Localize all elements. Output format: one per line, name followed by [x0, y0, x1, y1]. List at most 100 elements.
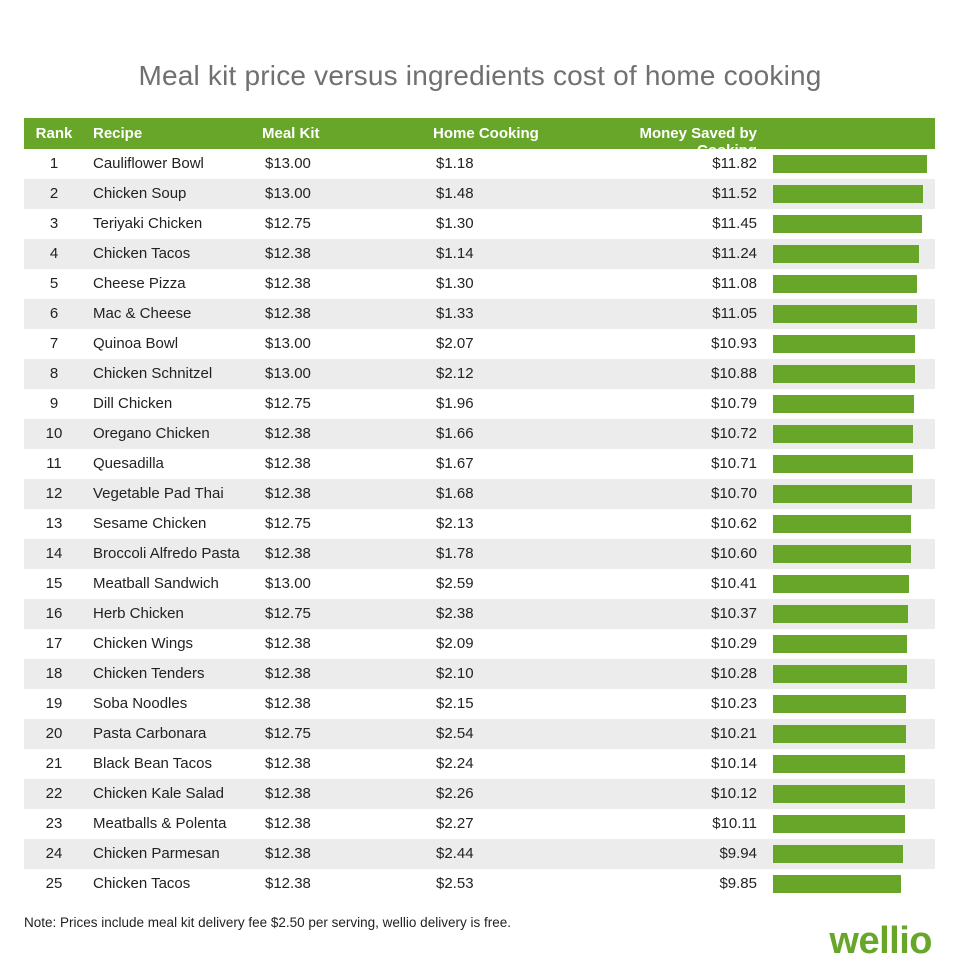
table-row: 2 Chicken Soup $13.00 $1.48 $11.52	[24, 179, 935, 209]
rank-cell: 20	[45, 725, 63, 742]
home-cooking-cell: $2.53	[436, 875, 474, 892]
money-saved-cell: $10.28	[711, 665, 757, 682]
money-saved-cell: $10.12	[711, 785, 757, 802]
home-cooking-cell: $1.33	[436, 305, 474, 322]
rank-cell: 10	[45, 425, 63, 442]
rank-cell: 24	[45, 845, 63, 862]
rank-cell: 11	[46, 455, 62, 472]
meal-kit-cell: $12.75	[265, 605, 311, 622]
table-row: 16 Herb Chicken $12.75 $2.38 $10.37	[24, 599, 935, 629]
table-row: 18 Chicken Tenders $12.38 $2.10 $10.28	[24, 659, 935, 689]
meal-kit-cell: $13.00	[265, 155, 311, 172]
savings-bar	[773, 245, 920, 263]
table-row: 17 Chicken Wings $12.38 $2.09 $10.29	[24, 629, 935, 659]
meal-kit-cell: $12.38	[265, 305, 311, 322]
rank-cell: 22	[45, 785, 63, 802]
rank-cell: 5	[49, 275, 59, 292]
rank-cell: 21	[45, 755, 63, 772]
header-rank: Rank	[35, 125, 73, 142]
money-saved-cell: $11.08	[712, 275, 757, 292]
meal-kit-cell: $12.75	[265, 215, 311, 232]
rank-cell: 7	[49, 335, 59, 352]
recipe-cell: Pasta Carbonara	[93, 725, 207, 742]
home-cooking-cell: $1.78	[436, 545, 474, 562]
table-body: 1 Cauliflower Bowl $13.00 $1.18 $11.82 2 Chick…	[24, 149, 935, 899]
savings-bar	[773, 635, 908, 653]
savings-bar	[773, 485, 913, 503]
recipe-cell: Teriyaki Chicken	[93, 215, 203, 232]
recipe-cell: Mac & Cheese	[93, 305, 192, 322]
savings-bar	[773, 155, 927, 173]
table-row: 14 Broccoli Alfredo Pasta $12.38 $1.78 $10.6…	[24, 539, 935, 569]
savings-bar	[773, 545, 912, 563]
money-saved-cell: $9.94	[719, 845, 757, 862]
savings-bar	[773, 305, 917, 323]
savings-bar	[773, 875, 902, 893]
rank-cell: 16	[45, 605, 63, 622]
home-cooking-cell: $2.24	[436, 755, 474, 772]
recipe-cell: Chicken Tenders	[93, 665, 205, 682]
table-row: 4 Chicken Tacos $12.38 $1.14 $11.24	[24, 239, 935, 269]
money-saved-cell: $10.14	[711, 755, 757, 772]
rank-cell: 6	[49, 305, 59, 322]
savings-bar	[773, 395, 914, 413]
money-saved-cell: $11.05	[712, 305, 757, 322]
money-saved-cell: $10.21	[711, 725, 757, 742]
meal-kit-cell: $12.75	[265, 515, 311, 532]
meal-kit-cell: $12.38	[265, 665, 311, 682]
recipe-cell: Meatball Sandwich	[93, 575, 219, 592]
rank-cell: 13	[45, 515, 63, 532]
table-row: 13 Sesame Chicken $12.75 $2.13 $10.62	[24, 509, 935, 539]
rank-cell: 8	[49, 365, 59, 382]
rank-cell: 17	[45, 635, 63, 652]
recipe-cell: Chicken Soup	[93, 185, 187, 202]
recipe-cell: Black Bean Tacos	[93, 755, 212, 772]
home-cooking-cell: $1.66	[436, 425, 474, 442]
table-row: 7 Quinoa Bowl $13.00 $2.07 $10.93	[24, 329, 935, 359]
home-cooking-cell: $2.07	[436, 335, 474, 352]
savings-bar	[773, 575, 909, 593]
savings-bar	[773, 215, 923, 233]
recipe-cell: Oregano Chicken	[93, 425, 210, 442]
recipe-cell: Vegetable Pad Thai	[93, 485, 224, 502]
table-row: 25 Chicken Tacos $12.38 $2.53 $9.85	[24, 869, 935, 899]
rank-cell: 25	[45, 875, 63, 892]
home-cooking-cell: $2.09	[436, 635, 474, 652]
header-meal-kit: Meal Kit	[262, 125, 320, 142]
recipe-cell: Meatballs & Polenta	[93, 815, 227, 832]
recipe-cell: Chicken Tacos	[93, 245, 191, 262]
recipe-cell: Chicken Wings	[93, 635, 194, 652]
table-header: Rank Recipe Meal Kit Home Cooking Money …	[24, 118, 935, 159]
home-cooking-cell: $2.54	[436, 725, 474, 742]
header-money-saved: Money Saved by Cooking	[639, 125, 757, 159]
home-cooking-cell: $1.96	[436, 395, 474, 412]
recipe-cell: Sesame Chicken	[93, 515, 207, 532]
home-cooking-cell: $2.59	[436, 575, 474, 592]
savings-bar	[773, 785, 905, 803]
money-saved-cell: $11.82	[712, 155, 757, 172]
money-saved-cell: $10.60	[711, 545, 757, 562]
home-cooking-cell: $1.68	[436, 485, 474, 502]
meal-kit-cell: $12.38	[265, 875, 311, 892]
savings-bar	[773, 365, 915, 383]
rank-cell: 18	[45, 665, 63, 682]
savings-bar	[773, 185, 924, 203]
home-cooking-cell: $1.18	[436, 155, 474, 172]
savings-bar	[773, 515, 912, 533]
meal-kit-cell: $12.38	[265, 455, 311, 472]
home-cooking-cell: $1.14	[436, 245, 474, 262]
money-saved-cell: $11.24	[712, 245, 757, 262]
meal-kit-cell: $12.38	[265, 635, 311, 652]
recipe-cell: Quesadilla	[93, 455, 164, 472]
footnote: Note: Prices include meal kit delivery f…	[24, 915, 511, 930]
savings-bar	[773, 425, 913, 443]
meal-kit-cell: $12.38	[265, 245, 311, 262]
recipe-cell: Cauliflower Bowl	[93, 155, 204, 172]
meal-kit-cell: $13.00	[265, 185, 311, 202]
home-cooking-cell: $2.10	[436, 665, 474, 682]
table-row: 9 Dill Chicken $12.75 $1.96 $10.79	[24, 389, 935, 419]
chart-title: Meal kit price versus ingredients cost o…	[138, 60, 822, 91]
savings-table: Rank Recipe Meal Kit Home Cooking Money …	[24, 118, 935, 899]
table-row: 8 Chicken Schnitzel $13.00 $2.12 $10.88	[24, 359, 935, 389]
rank-cell: 4	[49, 245, 59, 262]
